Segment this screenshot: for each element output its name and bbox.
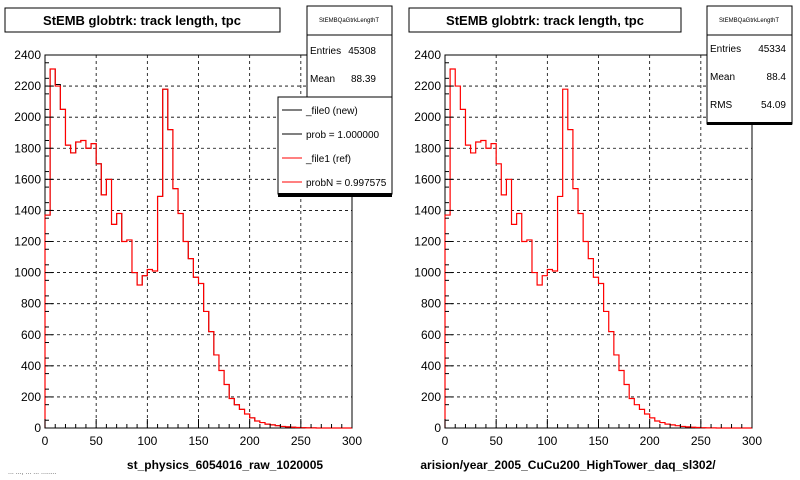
histogram-series-0 (444, 68, 752, 429)
x-tick-label: 250 (691, 434, 711, 448)
grid-lines (445, 55, 752, 428)
x-tick-label: 100 (137, 434, 157, 448)
stats-entries-value: 45334 (758, 44, 786, 55)
reference-histogram (444, 68, 752, 429)
x-tick-label: 50 (89, 434, 103, 448)
x-tick-label: 200 (640, 434, 660, 448)
stats-entries-label: Entries (710, 44, 741, 55)
stats-mean-label: Mean (710, 72, 735, 83)
y-tick-label: 1800 (14, 141, 41, 155)
y-tick-label: 2200 (414, 79, 441, 93)
y-tick-label: 0 (434, 421, 441, 435)
y-tick-label: 2000 (414, 110, 441, 124)
y-tick-label: 1200 (14, 235, 41, 249)
x-axis-ticks: 0 50 100 150 200 250 300 (42, 419, 362, 448)
stats-mean-value: 88.39 (351, 74, 376, 85)
legend-entry-file1: _file1 (ref) (305, 154, 351, 165)
stats-mean-value: 88.4 (767, 72, 787, 83)
legend-entry-file0: _file0 (new) (305, 106, 358, 117)
footer-text: ... ..., ... ... ........ (8, 469, 57, 476)
stats-rms-label: RMS (710, 100, 733, 111)
stats-box-name: StEMBQaGtrkLengthT (319, 18, 379, 24)
y-tick-label: 1200 (414, 235, 441, 249)
y-tick-label: 2400 (414, 48, 441, 62)
y-tick-label: 200 (421, 390, 441, 404)
right-histogram-panel: 0200400600800100012001400160018002000220… (408, 5, 793, 472)
y-tick-label: 600 (421, 328, 441, 342)
x-tick-label: 150 (188, 434, 208, 448)
title-box (4, 7, 281, 33)
left-histogram-panel: 0200400600800100012001400160018002000220… (4, 5, 393, 472)
chart-title: StEMB globtrk: track length, tpc (43, 13, 241, 28)
y-tick-label: 1000 (14, 266, 41, 280)
x-tick-label: 0 (442, 434, 449, 448)
legend-entry-probN: probN = 0.997575 (306, 178, 387, 189)
y-tick-label: 400 (421, 359, 441, 373)
chart-title: StEMB globtrk: track length, tpc (446, 13, 644, 28)
y-tick-label: 2400 (14, 48, 41, 62)
title-box (408, 7, 682, 33)
x-tick-label: 200 (240, 434, 260, 448)
stats-box: StEMBQaGtrkLengthT Entries 45334 Mean 88… (706, 5, 793, 125)
stats-box-name: StEMBQaGtrkLengthT (719, 18, 779, 24)
y-tick-label: 1400 (14, 203, 41, 217)
y-axis-ticks: 0 200 400 600 800 1000 1200 1400 1600 1800 2000 220… (14, 48, 53, 435)
x-axis-ticks: 0 50 100 150 200 250 300 (442, 419, 762, 448)
x-tick-label: 250 (291, 434, 311, 448)
x-tick-label: 0 (42, 434, 49, 448)
x-tick-label: 50 (489, 434, 503, 448)
histogram-series-file1-ref (44, 68, 352, 429)
x-tick-label: 300 (342, 434, 362, 448)
x-tick-label: 300 (742, 434, 762, 448)
x-tick-label: 100 (537, 434, 557, 448)
y-tick-label: 1600 (14, 172, 41, 186)
legend: _file0 (new) prob = 1.000000 _file1 (ref… (277, 96, 393, 197)
y-tick-label: 400 (21, 359, 41, 373)
y-axis-ticks: 0 200 400 600 800 1000 1200 1400 1600 1800 2000 220… (414, 48, 453, 435)
x-tick-label: 150 (588, 434, 608, 448)
stats-entries-value: 45308 (348, 46, 376, 57)
y-tick-label: 2200 (14, 79, 41, 93)
reference-histogram (44, 68, 352, 429)
y-tick-label: 1000 (414, 266, 441, 280)
y-tick-label: 2000 (14, 110, 41, 124)
y-tick-label: 1800 (414, 141, 441, 155)
x-axis-label: arision/year_2005_CuCu200_HighTower_daq_… (420, 458, 716, 472)
x-axis-label: st_physics_6054016_raw_1020005 (127, 458, 323, 472)
stats-entries-label: Entries (310, 46, 341, 57)
y-tick-label: 0 (34, 421, 41, 435)
stats-rms-value: 54.09 (761, 100, 786, 111)
y-tick-label: 800 (21, 297, 41, 311)
y-tick-label: 200 (21, 390, 41, 404)
stats-mean-label: Mean (310, 74, 335, 85)
y-tick-label: 1400 (414, 203, 441, 217)
y-tick-label: 1600 (414, 172, 441, 186)
y-tick-label: 800 (421, 297, 441, 311)
legend-entry-prob: prob = 1.000000 (306, 130, 380, 141)
y-tick-label: 600 (21, 328, 41, 342)
